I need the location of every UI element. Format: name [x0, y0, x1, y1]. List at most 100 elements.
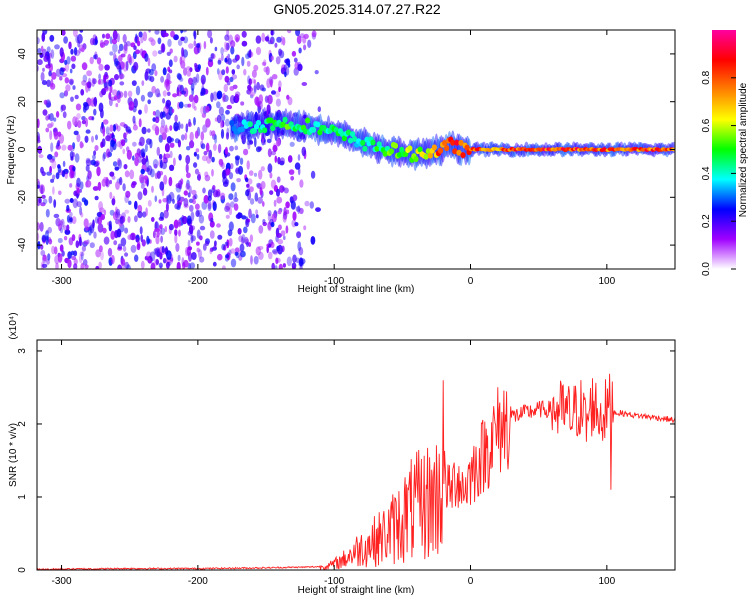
noise-cell	[234, 251, 239, 256]
noise-cell	[72, 30, 78, 37]
noise-cell	[74, 153, 80, 163]
noise-cell	[175, 243, 180, 252]
noise-cell	[221, 69, 226, 76]
noise-cell	[278, 80, 282, 89]
noise-cell	[66, 204, 70, 212]
noise-cell	[224, 146, 228, 155]
noise-cell	[167, 194, 172, 204]
noise-cell	[225, 132, 230, 140]
noise-cell	[131, 80, 137, 86]
noise-cell	[137, 191, 143, 201]
noise-cell	[37, 118, 40, 129]
noise-cell	[39, 184, 45, 195]
noise-cell	[276, 128, 282, 137]
noise-cell	[61, 30, 66, 36]
noise-cell	[299, 133, 306, 140]
noise-cell	[294, 162, 301, 170]
y-tick-label: 1	[17, 494, 28, 500]
noise-cell	[284, 71, 287, 78]
noise-cell	[125, 60, 129, 71]
noise-cell	[201, 77, 206, 86]
noise-cell	[295, 206, 301, 212]
noise-cell	[49, 158, 55, 163]
noise-cell	[183, 190, 188, 196]
signal-cell	[360, 139, 366, 146]
noise-cell	[73, 130, 79, 136]
noise-cell	[229, 40, 236, 48]
noise-cell	[90, 159, 96, 166]
noise-cell	[218, 106, 224, 116]
colorbar-tick-label: 0.4	[701, 166, 712, 180]
noise-cell	[245, 109, 250, 119]
noise-cell	[216, 101, 221, 109]
noise-cell	[225, 66, 229, 74]
noise-cell	[224, 75, 230, 83]
snr-frame	[36, 339, 676, 571]
noise-cell	[253, 85, 257, 92]
noise-cell	[217, 234, 223, 240]
noise-cell	[230, 182, 236, 192]
noise-cell	[122, 183, 126, 192]
noise-cell	[182, 261, 186, 269]
noise-cell	[75, 240, 80, 248]
y-multiplier-label: (x10⁴)	[8, 312, 19, 339]
noise-cell	[172, 198, 175, 204]
noise-cell	[76, 201, 82, 208]
noise-cell	[200, 74, 206, 85]
noise-cell	[270, 55, 274, 61]
signal-cell	[282, 116, 288, 123]
noise-cell	[140, 184, 145, 189]
noise-cell	[217, 253, 223, 261]
noise-cell	[154, 228, 161, 233]
noise-cell	[215, 190, 221, 198]
noise-cell	[94, 145, 99, 151]
noise-cell	[60, 218, 65, 228]
noise-cell	[64, 77, 70, 84]
noise-cell	[52, 174, 56, 180]
noise-cell	[243, 68, 247, 76]
noise-cell	[166, 51, 171, 57]
noise-cell	[134, 254, 139, 262]
noise-cell	[255, 246, 261, 256]
noise-cell	[159, 252, 163, 260]
noise-cell	[224, 205, 230, 213]
signal-cell	[460, 152, 466, 159]
noise-cell	[174, 114, 178, 123]
noise-cell	[210, 247, 214, 252]
noise-cell	[207, 200, 212, 210]
noise-cell	[162, 67, 167, 76]
noise-cell	[118, 43, 124, 52]
noise-cell	[229, 76, 234, 83]
noise-cell	[286, 209, 290, 215]
noise-cell	[216, 90, 223, 100]
noise-cell	[154, 195, 158, 202]
noise-cell	[212, 261, 217, 267]
noise-cell	[122, 245, 127, 252]
noise-cell	[212, 91, 218, 101]
noise-cell	[65, 84, 71, 92]
noise-cell	[140, 234, 143, 243]
noise-cell	[116, 94, 121, 104]
noise-cell	[193, 106, 197, 111]
colorbar-tick-label: 0.2	[701, 214, 712, 228]
noise-cell	[224, 41, 228, 49]
noise-cell	[37, 48, 42, 54]
noise-cell	[176, 194, 180, 203]
noise-cell	[110, 139, 115, 147]
noise-cell	[58, 133, 65, 144]
noise-cell	[104, 82, 108, 88]
noise-cell	[247, 178, 253, 185]
noise-cell	[222, 181, 229, 188]
noise-cell	[228, 207, 233, 216]
noise-cell	[279, 185, 285, 193]
noise-cell	[186, 172, 191, 179]
noise-cell	[122, 34, 127, 43]
noise-cell	[67, 259, 72, 269]
noise-cell	[37, 232, 40, 241]
signal-cell	[247, 121, 253, 128]
noise-cell	[195, 73, 200, 83]
noise-cell	[191, 100, 196, 109]
noise-cell	[276, 36, 282, 43]
noise-cell	[266, 138, 272, 144]
noise-cell	[98, 261, 102, 269]
